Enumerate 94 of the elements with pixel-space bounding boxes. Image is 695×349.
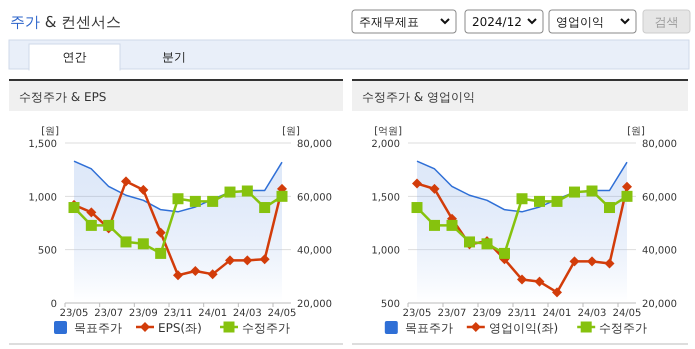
point (517, 274, 527, 285)
y2-tick-label: 40,000 (297, 246, 332, 257)
point (86, 207, 96, 218)
x-tick-label: 23/07 (438, 308, 466, 319)
x-tick-label: 24/01 (198, 308, 228, 319)
point (446, 220, 458, 231)
y-tick-label: 1,500 (28, 139, 57, 150)
point (534, 196, 545, 207)
x-tick-label: 24/05 (612, 308, 642, 319)
point (68, 202, 80, 214)
y-tick-label: 0 (50, 299, 57, 310)
x-tick-label: 24/05 (268, 308, 296, 319)
point (534, 276, 544, 287)
x-tick-label: 24/03 (578, 308, 606, 319)
point (155, 248, 166, 259)
point (225, 255, 235, 266)
x-tick-label: 23/05 (60, 308, 88, 319)
point (569, 186, 580, 198)
x-tick-label: 23/07 (94, 308, 124, 319)
point (172, 193, 184, 204)
legend-label: 수정주가 (599, 321, 648, 335)
text: 검색 (654, 15, 678, 29)
y2-axis-title: [원] (627, 126, 645, 137)
point (259, 202, 270, 214)
y2-tick-label: 80,000 (642, 139, 677, 150)
y-tick-label: 500 (380, 299, 400, 310)
point (412, 178, 422, 189)
point (552, 287, 562, 298)
point (412, 202, 422, 214)
x-tick-label: 23/05 (402, 308, 432, 319)
point (120, 236, 132, 248)
chart-title: 수정주가 & EPS (19, 90, 106, 104)
x-tick-label: 23/11 (164, 308, 192, 319)
x-tick-label: 23/11 (508, 308, 536, 319)
point (138, 184, 148, 195)
point (552, 196, 562, 207)
point (190, 266, 200, 276)
y-tick-label: 1,000 (28, 192, 57, 204)
y-tick-label: 1,000 (371, 246, 400, 257)
point (260, 254, 270, 264)
point (604, 258, 614, 269)
point (242, 255, 252, 266)
point (224, 186, 236, 198)
text: 2024/12 (472, 15, 522, 29)
point (516, 193, 528, 204)
point (604, 202, 615, 214)
point (121, 176, 131, 186)
point (499, 248, 510, 259)
legend-label: 영업이익(좌) (488, 321, 558, 335)
y2-tick-label: 20,000 (642, 299, 677, 310)
x-tick-label: 23/09 (128, 308, 158, 319)
point (138, 238, 149, 250)
y2-tick-label: 60,000 (297, 192, 332, 204)
point (103, 220, 114, 231)
x-tick-label: 23/09 (472, 308, 502, 319)
y2-tick-label: 20,000 (297, 299, 332, 310)
y2-tick-label: 80,000 (297, 139, 332, 150)
point (429, 220, 440, 231)
point (430, 184, 440, 194)
point (190, 196, 201, 207)
point (173, 270, 183, 280)
point (242, 186, 253, 196)
y-axis-title: [원] (41, 126, 60, 137)
x-tick-label: 24/03 (232, 308, 262, 319)
legend-label: 수정주가 (242, 321, 290, 335)
point (464, 236, 475, 248)
y-tick-label: 1,500 (371, 192, 400, 204)
y2-tick-label: 40,000 (642, 246, 677, 257)
point (276, 190, 288, 202)
chart-title: 수정주가 & 영업이익 (362, 90, 475, 104)
point (586, 186, 598, 196)
text: 영업이익 (556, 15, 604, 29)
text: 주재무제표 (359, 15, 419, 29)
point (86, 220, 97, 231)
point (482, 238, 492, 250)
text: 연간 (62, 50, 86, 64)
y-tick-label: 2,000 (371, 139, 400, 150)
y2-axis-title: [원] (282, 126, 300, 137)
y2-tick-label: 60,000 (642, 192, 677, 204)
point (622, 182, 632, 192)
y-tick-label: 500 (38, 246, 57, 257)
point (207, 196, 218, 207)
point (570, 256, 580, 266)
legend-label: EPS(좌) (158, 321, 202, 335)
x-tick-label: 24/01 (542, 308, 572, 319)
text: 주가 & 컨센서스 (10, 13, 122, 31)
point (156, 228, 166, 238)
y-axis-title: [억원] (374, 126, 402, 137)
legend-label: 목표주가 (404, 321, 453, 335)
point (622, 190, 632, 202)
point (208, 269, 218, 280)
text: 분기 (162, 50, 186, 64)
point (587, 256, 597, 266)
legend-label: 목표주가 (74, 321, 122, 335)
